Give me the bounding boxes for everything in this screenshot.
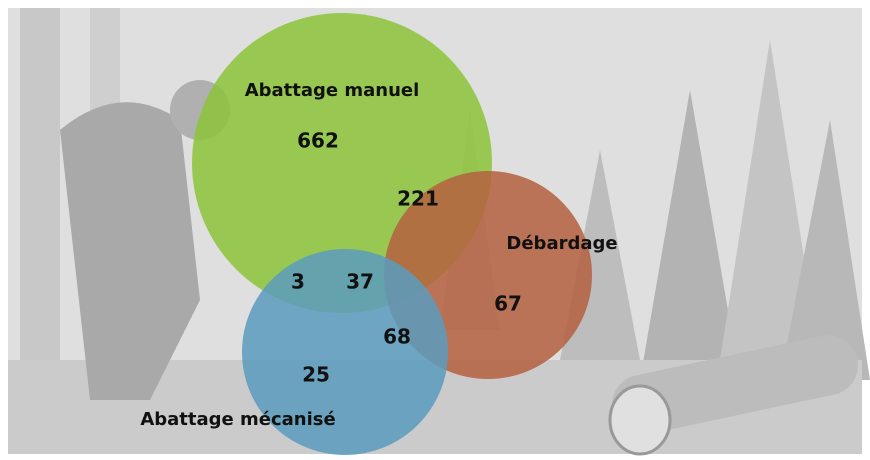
region-value: 37: [346, 270, 374, 294]
region-value: 67: [494, 292, 522, 316]
region-value: 662: [297, 129, 339, 153]
set-label: Débardage: [506, 233, 617, 254]
set-label: Abattage manuel: [245, 80, 420, 101]
region-value: 68: [383, 325, 411, 349]
region-value: 3: [291, 270, 305, 294]
region-value: 25: [302, 363, 330, 387]
chart: Abattage manuel Débardage Abattage mécanis…: [0, 0, 870, 460]
set-label: Abattage mécanisé: [140, 409, 335, 430]
region-value: 221: [397, 187, 439, 211]
